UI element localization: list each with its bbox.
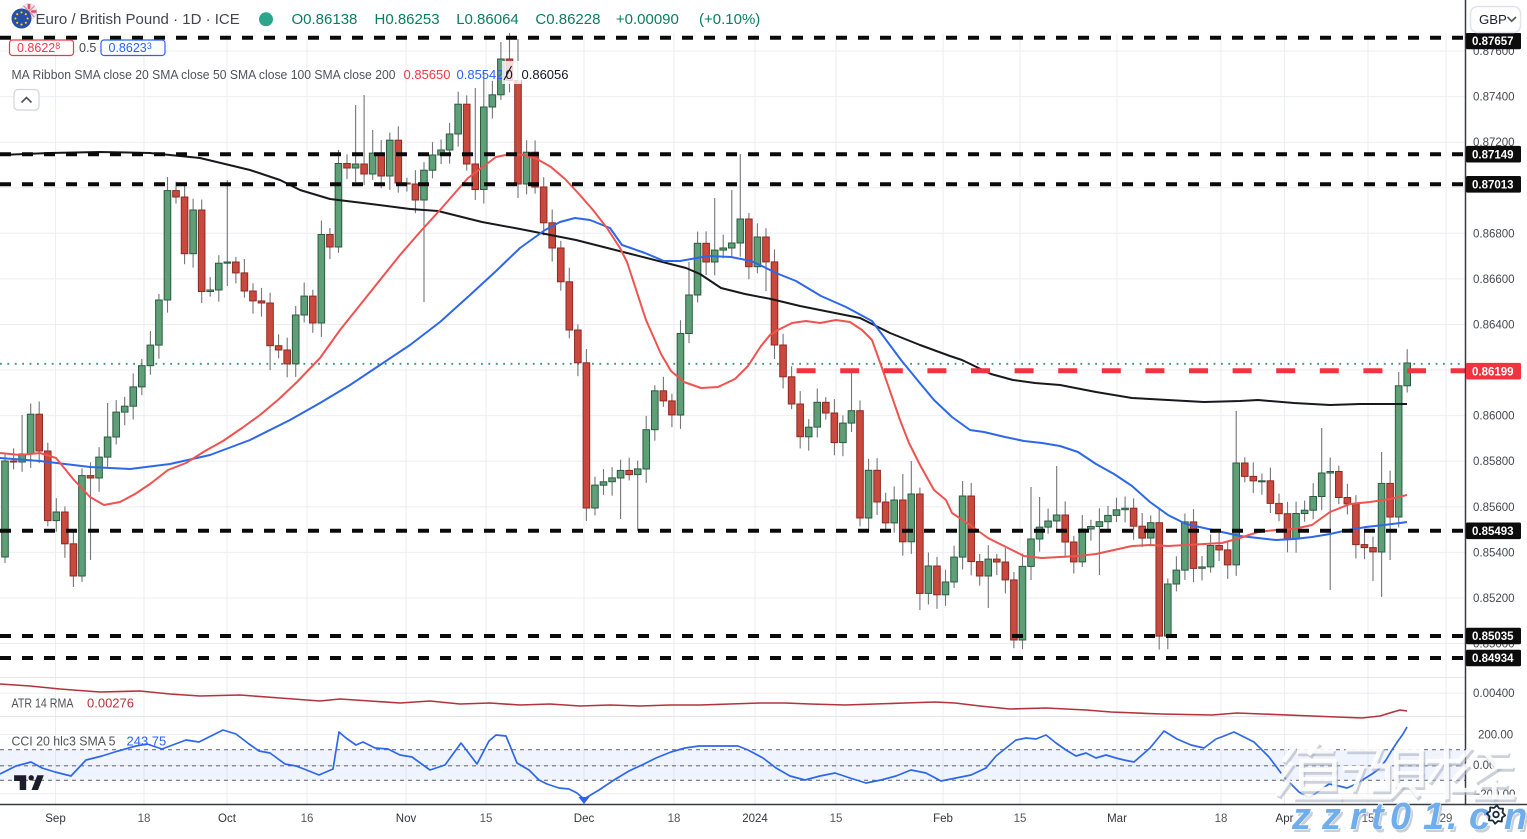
svg-text:0.86600: 0.86600 (1473, 274, 1515, 286)
svg-text:0.86056: 0.86056 (522, 67, 569, 82)
svg-text:0: 0 (1390, 796, 1411, 834)
svg-text:0.86400: 0.86400 (1473, 320, 1515, 332)
svg-text:Sep: Sep (45, 813, 65, 825)
svg-text:0.87657: 0.87657 (1472, 36, 1514, 48)
svg-text:29: 29 (1440, 813, 1453, 825)
svg-text:0.85600: 0.85600 (1473, 502, 1515, 514)
svg-text:0.85650: 0.85650 (404, 67, 451, 82)
svg-text:0.86800: 0.86800 (1473, 228, 1515, 240)
svg-text:0.86233: 0.86233 (109, 41, 152, 55)
svg-text:0.85800: 0.85800 (1473, 456, 1515, 468)
svg-text:c: c (1469, 796, 1490, 834)
svg-text:z: z (1291, 796, 1311, 834)
svg-text:0.86000: 0.86000 (1473, 411, 1515, 423)
svg-text:CCI 20 hlc3 SMA 5: CCI 20 hlc3 SMA 5 (12, 734, 116, 749)
svg-text:0.85035: 0.85035 (1472, 631, 1514, 643)
svg-text:.: . (1449, 799, 1460, 834)
svg-text:r: r (1350, 796, 1367, 834)
svg-text:0.85200: 0.85200 (1473, 593, 1515, 605)
svg-text:15: 15 (1014, 813, 1027, 825)
svg-text:0.87149: 0.87149 (1472, 149, 1514, 161)
svg-text:0.00276: 0.00276 (87, 696, 134, 711)
svg-text:Mar: Mar (1107, 813, 1127, 825)
svg-text:r: r (1352, 799, 1369, 834)
svg-text:0.87013: 0.87013 (1472, 179, 1514, 191)
svg-text:Dec: Dec (574, 813, 595, 825)
svg-text:n: n (1504, 796, 1527, 834)
svg-text:18: 18 (668, 813, 681, 825)
svg-text:0.85493: 0.85493 (1472, 526, 1514, 538)
svg-text:1: 1 (1425, 799, 1446, 834)
svg-text:0.85400: 0.85400 (1473, 547, 1515, 559)
svg-text:0.5: 0.5 (79, 41, 96, 55)
svg-text:0.87400: 0.87400 (1473, 92, 1515, 104)
svg-text:+0.00090: +0.00090 (616, 11, 679, 28)
svg-text:15: 15 (830, 813, 843, 825)
svg-text:0.00: 0.00 (1473, 760, 1495, 772)
svg-text:0: 0 (1392, 799, 1413, 834)
svg-text:ATR 14 RMA: ATR 14 RMA (12, 696, 74, 711)
svg-text:L0.86064: L0.86064 (456, 11, 519, 28)
svg-text:MA Ribbon SMA close 20 SMA clo: MA Ribbon SMA close 20 SMA close 50 SMA … (12, 67, 396, 82)
svg-text:t: t (1373, 799, 1387, 834)
svg-text:Euro / British Pound · 1D · IC: Euro / British Pound · 1D · ICE (36, 11, 240, 28)
svg-text:0.00400: 0.00400 (1473, 688, 1515, 700)
svg-text:200.00: 200.00 (1478, 730, 1513, 742)
svg-text:H0.86253: H0.86253 (375, 11, 440, 28)
svg-text:.: . (1447, 796, 1458, 834)
svg-text:z: z (1293, 799, 1313, 834)
svg-text:18: 18 (1215, 813, 1228, 825)
svg-text:243.75: 243.75 (127, 734, 167, 749)
svg-text:n: n (1506, 799, 1527, 834)
svg-text:16: 16 (301, 813, 314, 825)
svg-text:(+0.10%): (+0.10%) (699, 11, 760, 28)
svg-text:t: t (1371, 796, 1385, 834)
svg-text:O0.86138: O0.86138 (292, 11, 358, 28)
svg-text:0.86228: 0.86228 (17, 41, 60, 55)
svg-text:Oct: Oct (218, 813, 237, 825)
svg-text:Nov: Nov (396, 813, 417, 825)
svg-text:Feb: Feb (933, 813, 953, 825)
svg-text:0: 0 (506, 67, 513, 82)
svg-text:2024: 2024 (742, 813, 768, 825)
svg-text:C0.86228: C0.86228 (535, 11, 600, 28)
svg-text:z: z (1321, 796, 1341, 834)
svg-text:0.84934: 0.84934 (1472, 653, 1514, 665)
svg-text:18: 18 (138, 813, 151, 825)
svg-text:z: z (1323, 799, 1343, 834)
svg-text:1: 1 (1423, 796, 1444, 834)
svg-text:Apr: Apr (1276, 813, 1294, 825)
svg-text:15: 15 (1362, 813, 1375, 825)
svg-text:0.86199: 0.86199 (1472, 366, 1514, 378)
svg-text:GBP: GBP (1479, 12, 1507, 27)
svg-text:15: 15 (480, 813, 493, 825)
svg-text:c: c (1471, 799, 1492, 834)
svg-text:0.85542: 0.85542 (457, 67, 504, 82)
